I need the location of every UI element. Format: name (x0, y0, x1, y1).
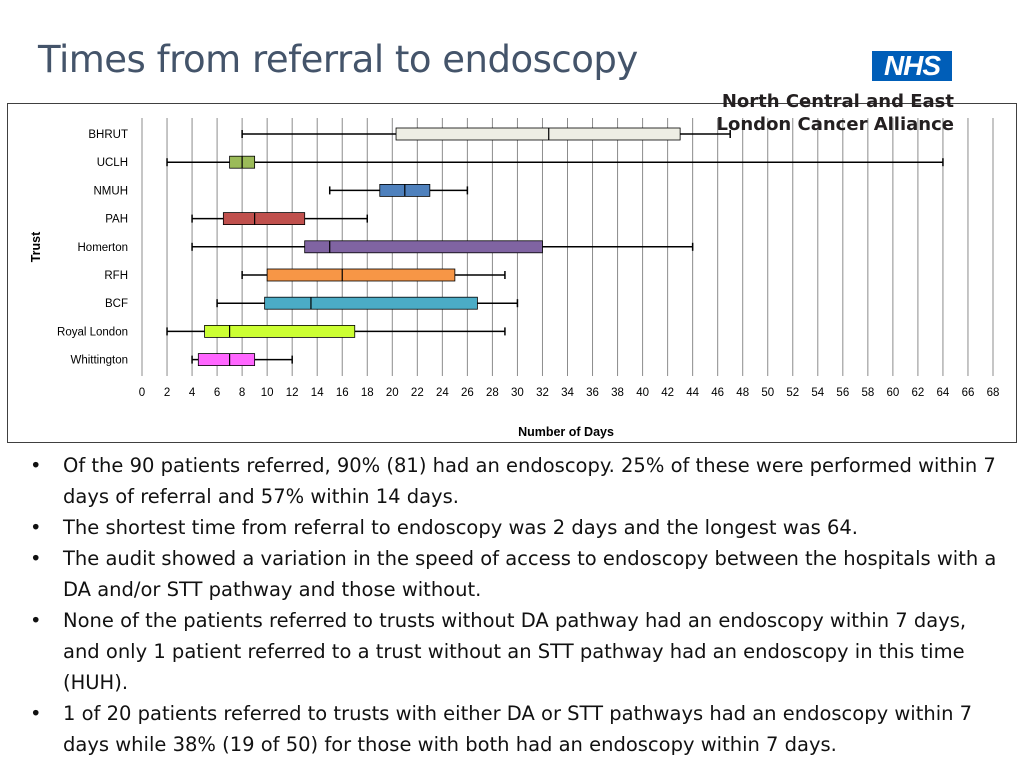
x-tick-label: 12 (286, 387, 299, 399)
x-tick-label: 30 (511, 387, 524, 399)
x-tick-label: 44 (686, 387, 699, 399)
x-tick-label: 64 (937, 387, 950, 399)
x-tick-label: 2 (164, 387, 170, 399)
y-category-label: Whittington (70, 355, 128, 367)
organization-name-line: London Cancer Alliance (716, 114, 954, 135)
findings-list: Of the 90 patients referred, 90% (81) ha… (30, 450, 1005, 760)
x-tick-label: 40 (636, 387, 649, 399)
y-category-label: BHRUT (88, 129, 128, 141)
nhs-logo: NHS (872, 51, 952, 81)
finding-item: The audit showed a variation in the spee… (30, 543, 1005, 605)
y-category-label: PAH (105, 214, 128, 226)
x-tick-label: 66 (962, 387, 975, 399)
slide-title: Times from referral to endoscopy (38, 38, 638, 81)
y-category-label: Royal London (57, 326, 128, 338)
iqr-box (222, 212, 306, 225)
x-tick-label: 26 (461, 387, 474, 399)
x-tick-label: 68 (987, 387, 1000, 399)
iqr-box (264, 296, 478, 310)
x-tick-label: 28 (486, 387, 499, 399)
organization-name: North Central and East London Cancer All… (717, 90, 954, 136)
x-tick-label: 36 (586, 387, 599, 399)
y-category-label: UCLH (97, 157, 128, 169)
x-tick-label: 48 (736, 387, 749, 399)
x-axis-title: Number of Days (518, 425, 614, 439)
x-tick-label: 0 (139, 387, 145, 399)
x-tick-label: 56 (836, 387, 849, 399)
x-tick-label: 10 (261, 387, 274, 399)
y-category-label: RFH (104, 270, 128, 282)
y-category-label: Homerton (78, 242, 129, 254)
x-tick-label: 50 (761, 387, 774, 399)
x-tick-label: 34 (561, 387, 574, 399)
iqr-box (266, 268, 456, 282)
chart-container: 0 2 4 6 8 10 12 14 16 18 20 22 24 26 28 30 32 34 36 38 40 42 4… (7, 103, 1017, 443)
x-tick-label: 58 (861, 387, 874, 399)
x-tick-label: 18 (361, 387, 374, 399)
x-tick-label: 42 (661, 387, 674, 399)
finding-item: None of the patients referred to trusts … (30, 605, 1005, 698)
x-tick-label: 62 (912, 387, 925, 399)
x-tick-label: 60 (886, 387, 899, 399)
y-axis-title: Trust (29, 231, 43, 262)
x-tick-label: 6 (214, 387, 220, 399)
x-tick-label: 16 (336, 387, 349, 399)
x-tick-label: 4 (189, 387, 196, 399)
x-tick-label: 54 (811, 387, 824, 399)
x-tick-label: 14 (311, 387, 324, 399)
x-tick-label: 38 (611, 387, 624, 399)
y-category-label: NMUH (94, 185, 129, 197)
organization-name-line: North Central and East (721, 91, 954, 112)
x-tick-label: 8 (239, 387, 245, 399)
x-tick-label: 22 (411, 387, 424, 399)
iqr-box (304, 240, 543, 254)
iqr-box (197, 353, 256, 367)
iqr-box (204, 324, 356, 338)
x-tick-label: 32 (536, 387, 549, 399)
y-category-label: BCF (105, 298, 128, 310)
finding-item: 1 of 20 patients referred to trusts with… (30, 698, 1005, 760)
boxplot-chart: 0 2 4 6 8 10 12 14 16 18 20 22 24 26 28 30 32 34 36 38 40 42 4… (29, 118, 1000, 439)
finding-item: The shortest time from referral to endos… (30, 512, 1005, 543)
x-tick-label: 46 (711, 387, 724, 399)
x-tick-label: 24 (436, 387, 449, 399)
x-tick-label: 52 (786, 387, 799, 399)
finding-item: Of the 90 patients referred, 90% (81) ha… (30, 450, 1005, 512)
x-tick-label: 20 (386, 387, 399, 399)
iqr-box (395, 127, 681, 141)
